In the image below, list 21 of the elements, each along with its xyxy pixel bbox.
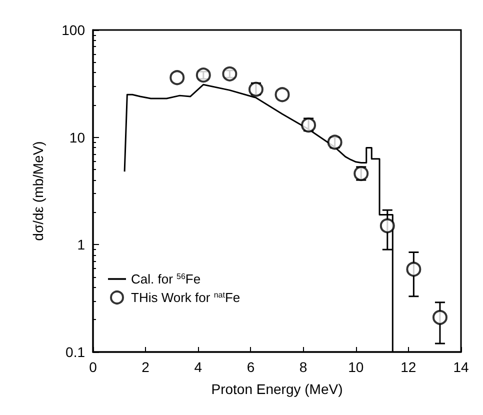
x-tick-label: 2 <box>142 359 150 375</box>
point <box>380 218 395 234</box>
point <box>274 87 290 102</box>
x-tick-label: 10 <box>348 359 364 375</box>
y-tick-label: 1 <box>77 236 86 253</box>
point <box>406 262 422 277</box>
y-axis-title: dσ/dε (mb/MeV) <box>30 141 46 241</box>
x-tick-label: 6 <box>246 359 255 375</box>
x-tick-label: 0 <box>89 359 98 375</box>
x-axis-title: Proton Energy (MeV) <box>211 381 343 397</box>
y-tick-label: 10 <box>69 129 86 146</box>
y-tick-label: 100 <box>62 22 86 38</box>
x-tick-label: 12 <box>400 359 416 375</box>
point <box>222 66 238 82</box>
x-tick-label: 4 <box>194 359 202 375</box>
point <box>170 70 185 86</box>
y-tick-label: 0.1 <box>66 344 86 360</box>
x-tick-label: 14 <box>453 359 469 375</box>
point <box>196 68 211 83</box>
x-tick-label: 8 <box>299 359 308 375</box>
point <box>432 310 448 325</box>
